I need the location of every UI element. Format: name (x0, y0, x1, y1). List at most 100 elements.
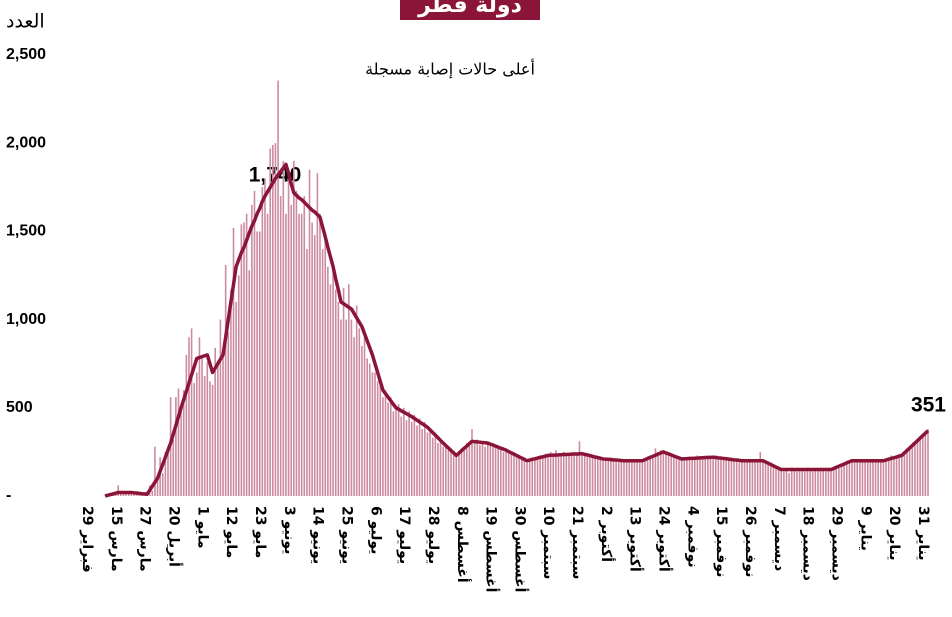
bar (264, 178, 266, 497)
x-tick-label: 29 ديسمبر (829, 506, 845, 581)
bar (439, 439, 442, 496)
bar (368, 363, 371, 496)
bar (313, 234, 316, 497)
bar (838, 467, 840, 496)
bar (769, 464, 772, 496)
bar (754, 460, 756, 496)
bar (492, 446, 494, 496)
bar (120, 492, 122, 496)
bar (898, 453, 900, 496)
bar (321, 249, 324, 496)
bar (489, 443, 492, 496)
bar (243, 222, 245, 496)
bar (557, 455, 560, 496)
x-tick-label: 14 يونيو (310, 506, 326, 564)
bar (586, 455, 589, 496)
bar (840, 464, 843, 496)
x-tick-label: 24 أكتوبر (656, 506, 674, 572)
bar (497, 448, 500, 496)
bar (911, 444, 914, 496)
bar (578, 441, 581, 496)
bar (665, 451, 667, 496)
bar (696, 455, 699, 496)
bar (547, 455, 549, 496)
bar (573, 455, 576, 496)
x-tick-label: 31 يناير (915, 506, 931, 561)
bar (175, 397, 177, 496)
bar (505, 448, 507, 496)
bar (591, 457, 594, 496)
bar (728, 460, 730, 496)
bar (539, 455, 541, 496)
bar (209, 381, 211, 496)
bar (903, 451, 906, 496)
bar (214, 347, 216, 496)
bar (185, 354, 188, 496)
bar (620, 458, 623, 496)
bar (528, 458, 531, 496)
bar (576, 453, 578, 496)
bar (235, 301, 237, 496)
bar (659, 450, 662, 496)
bar (500, 446, 502, 496)
bar (203, 376, 206, 496)
bar (395, 407, 397, 496)
bar (536, 458, 539, 496)
moving-average-line (104, 162, 930, 498)
bar (688, 458, 691, 496)
bar (581, 451, 583, 496)
bar (345, 319, 348, 496)
bar (269, 148, 272, 496)
bar (610, 457, 612, 496)
bar (416, 425, 418, 496)
bar (253, 190, 256, 496)
bar (358, 328, 361, 496)
bar (513, 451, 515, 496)
bar (444, 444, 447, 496)
bar (452, 455, 455, 496)
bar (880, 458, 882, 496)
bar (434, 432, 437, 496)
bar (783, 471, 785, 496)
bar (159, 457, 161, 496)
bar (762, 460, 764, 496)
bar (418, 418, 421, 496)
bar (570, 451, 573, 496)
y-tick-label: 1,500 (6, 223, 46, 240)
bar (748, 460, 751, 496)
bar (853, 460, 856, 496)
bar (319, 213, 321, 496)
y-tick-label: 1,000 (6, 311, 46, 328)
bar (707, 455, 709, 496)
x-tick-label: 3 يونيو (281, 506, 297, 554)
bar (712, 455, 714, 496)
bar (327, 266, 329, 496)
bar (801, 469, 804, 496)
bar (387, 402, 389, 496)
bar (890, 455, 893, 496)
bar (649, 455, 652, 496)
bar (340, 319, 342, 496)
bar (316, 173, 319, 497)
bar (156, 476, 159, 496)
x-tick-label: 20 يناير (886, 506, 902, 561)
bar (646, 457, 649, 496)
x-tick-label: 4 نوفمبر (684, 506, 700, 568)
bar (403, 407, 405, 496)
bar (518, 455, 520, 496)
bar (631, 462, 633, 496)
x-tick-label: 28 يوليو (425, 506, 441, 564)
bar (552, 453, 555, 496)
bar (607, 460, 610, 496)
bar (216, 361, 219, 496)
bar (308, 169, 311, 496)
bar (437, 443, 439, 496)
bar (350, 319, 353, 496)
bar (261, 187, 264, 497)
bar (481, 441, 484, 496)
x-tick-label: 23 مايو (252, 506, 268, 558)
bar (224, 264, 227, 496)
bar (355, 305, 358, 496)
